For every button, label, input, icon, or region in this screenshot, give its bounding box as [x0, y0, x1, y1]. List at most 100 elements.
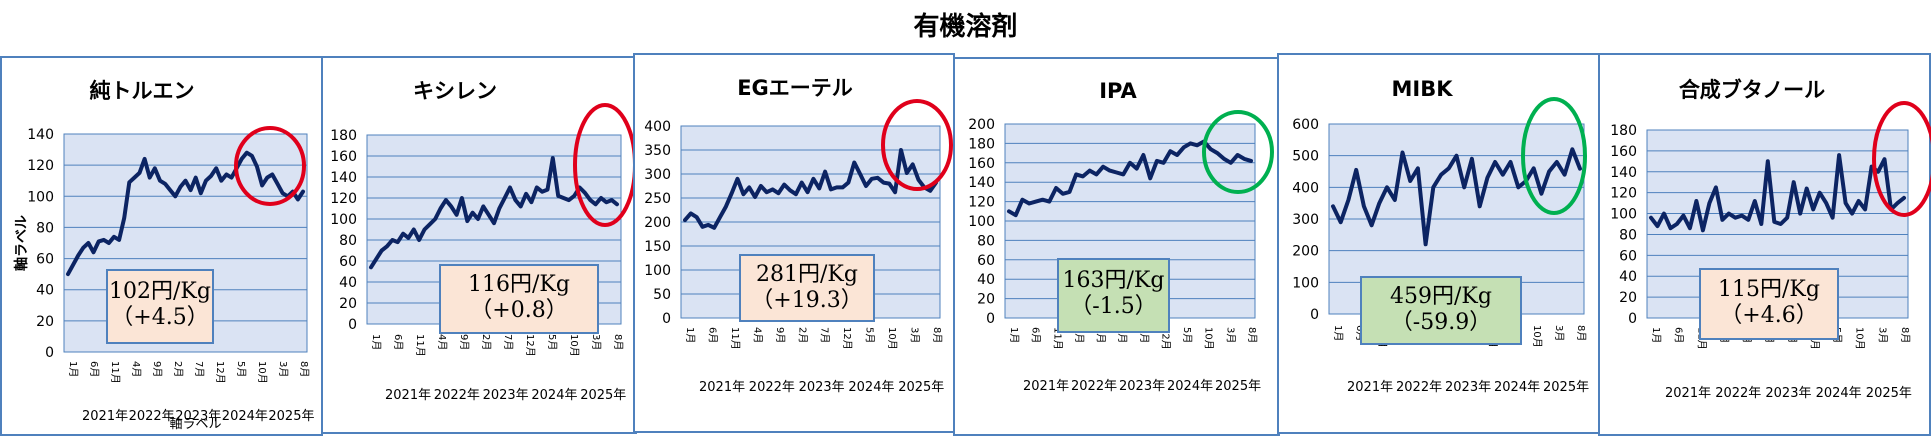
y-tick-label: 120 [330, 191, 357, 207]
year-label: 2025年 [268, 409, 314, 424]
y-tick-label: 20 [1619, 290, 1637, 306]
y-axis-label: 軸ラベル [13, 215, 30, 271]
y-tick-label: 140 [27, 127, 54, 143]
x-tick-label: 12月 [214, 361, 226, 384]
y-tick-label: 100 [330, 212, 357, 228]
price-box: 102円/Kg （+4.5） [106, 269, 214, 344]
y-tick-label: 40 [339, 275, 357, 291]
price-label: 163円/Kg [1062, 268, 1165, 293]
x-tick-label: 10月 [1531, 325, 1543, 348]
year-label: 2025年 [1543, 380, 1589, 395]
y-tick-label: 200 [1292, 244, 1319, 260]
y-tick-label: 140 [1610, 165, 1637, 181]
year-label: 2021年 [699, 380, 745, 395]
x-tick-label: 9月 [458, 334, 470, 350]
x-tick-label: 8月 [298, 361, 310, 377]
x-tick-label: 6月 [706, 327, 718, 343]
y-tick-label: 100 [1610, 207, 1637, 223]
x-tick-label: 2月 [796, 327, 808, 343]
y-tick-label: 300 [1292, 212, 1319, 228]
y-tick-label: 140 [968, 175, 995, 191]
x-tick-label: 5月 [546, 334, 558, 350]
y-tick-label: 80 [1619, 227, 1637, 243]
x-tick-label: 7月 [819, 327, 831, 343]
year-label: 2024年 [848, 380, 894, 395]
x-tick-label: 4月 [436, 334, 448, 350]
y-tick-label: 0 [348, 317, 357, 333]
year-label: 2025年 [1215, 379, 1261, 394]
series-line [683, 148, 938, 230]
year-label: 2025年 [580, 388, 626, 403]
y-tick-label: 100 [1292, 275, 1319, 291]
y-tick-label: 40 [977, 272, 995, 288]
y-tick-label: 250 [644, 191, 671, 207]
y-tick-label: 120 [1610, 186, 1637, 202]
change-label: （+4.6） [1720, 303, 1818, 328]
x-tick-label: 3月 [590, 334, 602, 350]
y-tick-label: 60 [977, 253, 995, 269]
x-tick-label: 1月 [1650, 327, 1662, 343]
y-tick-label: 0 [662, 311, 671, 327]
x-axis-label: 軸ラベル [169, 417, 221, 432]
chart-title: 純トルエン [90, 79, 195, 103]
year-label: 2023年 [799, 380, 845, 395]
chart-panel-xylene: キシレン 0 20 40 60 80 100 120 140 160 180 1月 6月 11月 4月 9月 2… [321, 56, 637, 434]
year-label: 2025年 [898, 380, 944, 395]
chart-title: キシレン [413, 79, 497, 103]
year-label: 2022年 [434, 388, 480, 403]
page-title: 有機溶剤 [913, 12, 1018, 42]
y-tick-label: 400 [644, 119, 671, 135]
y-tick-label: 200 [644, 215, 671, 231]
y-tick-label: 0 [986, 311, 995, 327]
year-label: 2021年 [1023, 379, 1069, 394]
x-tick-label: 4月 [751, 327, 763, 343]
price-box: 115円/Kg （+4.6） [1699, 268, 1839, 340]
y-tick-label: 140 [330, 170, 357, 186]
x-tick-label: 10月 [886, 327, 898, 350]
chart-panel-butanol: 合成ブタノール0204060801001201401601801月6月11月4月… [1598, 53, 1931, 436]
y-tick-label: 300 [644, 167, 671, 183]
y-tick-label: 80 [977, 233, 995, 249]
x-tick-label: 7月 [193, 361, 205, 377]
x-tick-label: 8月 [1246, 327, 1258, 343]
highlight-circle [881, 99, 953, 191]
year-label: 2024年 [1494, 380, 1540, 395]
x-tick-label: 5月 [864, 327, 876, 343]
chart-panel-mibk: MIBK01002003004005006001月6月11月4月9月2月7月12… [1277, 53, 1601, 434]
year-label: 2022年 [1396, 380, 1442, 395]
y-tick-label: 600 [1292, 117, 1319, 133]
chart-svg: EGエーテル 0 50 100 150 200 250 300 350 400 1月 6月 11月 4月 9… [644, 76, 953, 395]
x-tick-label: 12月 [524, 334, 536, 357]
x-tick-label: 5月 [1181, 327, 1193, 343]
chart-title: 合成ブタノール [1679, 78, 1825, 102]
x-tick-label: 1月 [1008, 327, 1020, 343]
price-box: 116円/Kg （+0.8） [439, 264, 599, 334]
y-tick-label: 60 [339, 254, 357, 270]
y-tick-label: 0 [1628, 311, 1637, 327]
chart-title: EGエーテル [737, 76, 853, 100]
series-line [66, 150, 305, 277]
year-label: 2022年 [1071, 379, 1117, 394]
x-tick-label: 3月 [1553, 325, 1565, 341]
price-box: 163円/Kg （-1.5） [1057, 258, 1170, 333]
chart-svg: MIBK01002003004005006001月6月11月4月9月2月7月12… [1292, 77, 1589, 395]
year-label: 2022年 [1715, 386, 1761, 401]
x-tick-label: 11月 [414, 334, 426, 357]
highlight-circle [1202, 110, 1274, 194]
x-tick-label: 1月 [67, 361, 79, 377]
series-line [1331, 147, 1582, 247]
y-tick-label: 180 [968, 136, 995, 152]
x-tick-label: 5月 [235, 361, 247, 377]
highlight-circle [234, 126, 306, 206]
price-label: 102円/Kg [109, 279, 211, 304]
x-tick-label: 9月 [151, 361, 163, 377]
change-label: （-1.5） [1070, 294, 1157, 319]
y-tick-label: 160 [1610, 144, 1637, 160]
chart-panel-eg-ether: EGエーテル 0 50 100 150 200 250 300 350 400 1月 6月 11月 4月 9… [633, 53, 955, 433]
x-tick-label: 6月 [392, 334, 404, 350]
year-label: 2024年 [222, 409, 268, 424]
year-label: 2021年 [1347, 380, 1393, 395]
y-tick-label: 180 [1610, 123, 1637, 139]
y-tick-label: 0 [45, 345, 54, 361]
x-tick-label: 3月 [909, 327, 921, 343]
